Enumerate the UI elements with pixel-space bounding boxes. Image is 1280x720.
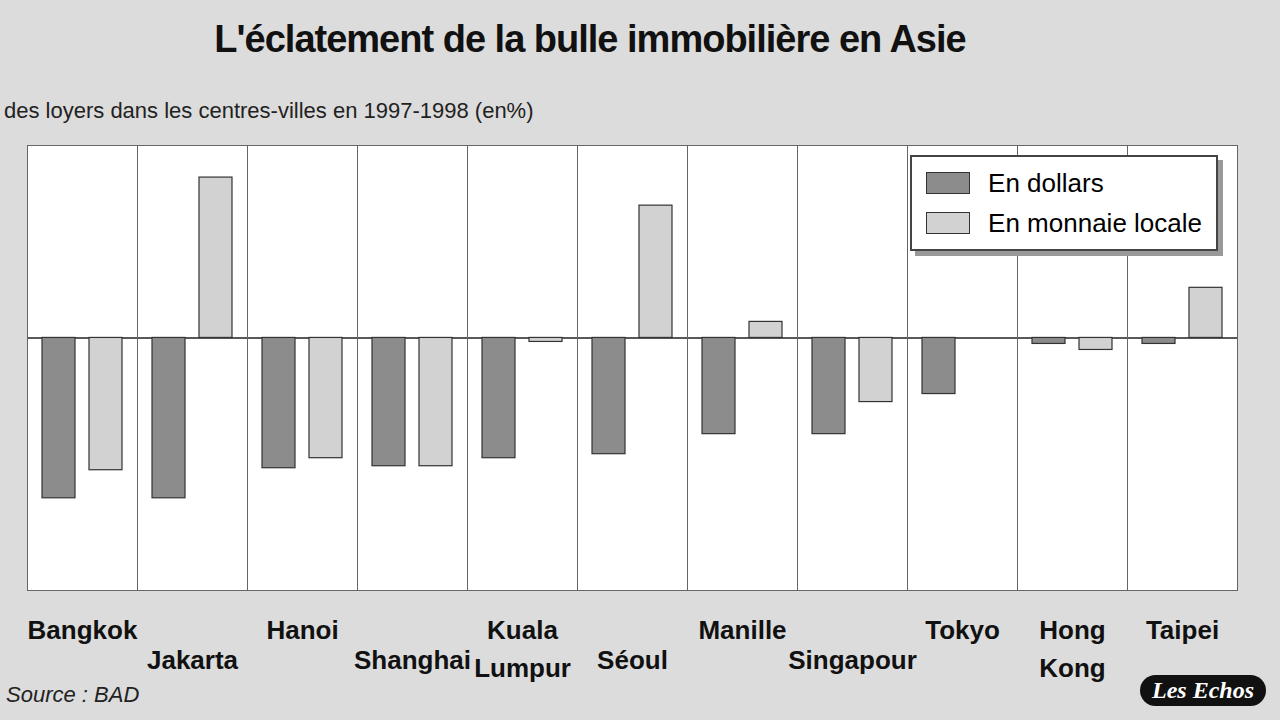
html-text:En dollars: En dollars [988, 167, 1104, 198]
html-text:Les Echos: Les Echos [1152, 677, 1254, 703]
svg-text:Hanoi: Hanoi [266, 615, 338, 645]
svg-text:Manille: Manille [698, 615, 786, 645]
html-text:En monnaie locale: En monnaie locale [988, 207, 1202, 238]
html-text:L'éclatement de la bulle immob: L'éclatement de la bulle immobilière en … [214, 18, 966, 60]
html-text:des loyers dans les centres-vi: des loyers dans les centres-villes en 19… [4, 98, 534, 123]
svg-text:Jakarta: Jakarta [147, 645, 239, 675]
svg-text:Shanghai: Shanghai [354, 645, 471, 675]
svg-text:Singapour: Singapour [788, 645, 917, 675]
html-text:Source : BAD: Source : BAD [6, 682, 140, 707]
svg-text:Tokyo: Tokyo [925, 615, 1000, 645]
svg-text:Séoul: Séoul [597, 645, 668, 675]
svg-text:KualaLumpur: KualaLumpur [474, 615, 571, 683]
svg-text:Taipei: Taipei [1146, 615, 1219, 645]
svg-text:Bangkok: Bangkok [28, 615, 138, 645]
svg-text:HongKong: HongKong [1039, 615, 1105, 683]
